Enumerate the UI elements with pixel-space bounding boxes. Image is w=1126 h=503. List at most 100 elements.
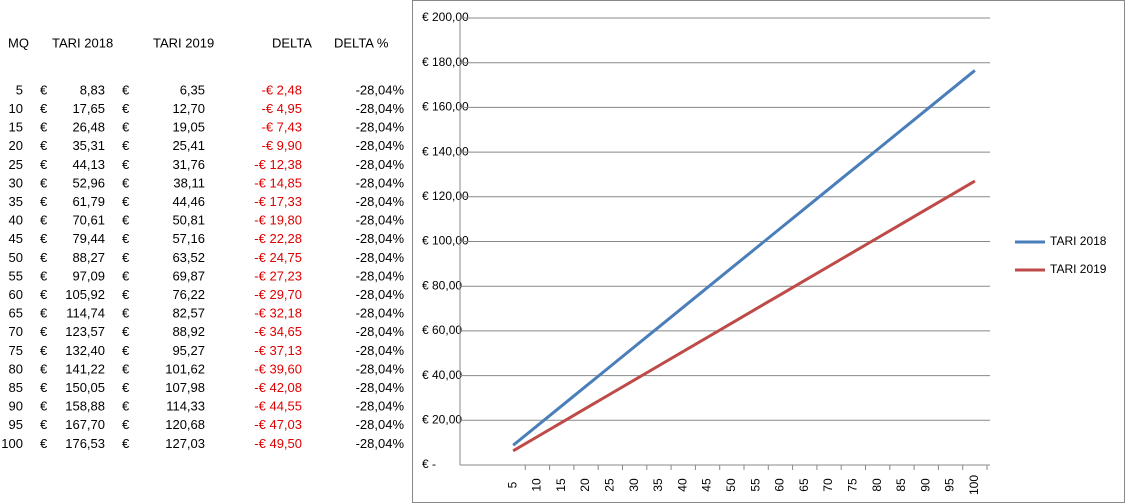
cell: 45 [9, 231, 23, 246]
cell: 52,96 [72, 175, 105, 190]
cell: -28,04% [356, 194, 405, 209]
cell: -28,04% [356, 213, 405, 228]
currency: € [40, 268, 48, 283]
cell: -€ 9,90 [262, 138, 302, 153]
currency: € [122, 82, 130, 97]
cell: -€ 17,33 [254, 194, 302, 209]
cell: 6,35 [180, 82, 205, 97]
cell: -28,04% [356, 306, 405, 321]
y-tick-label: € 200,00 [422, 10, 469, 24]
cell: 8,83 [80, 82, 105, 97]
cell: -€ 42,08 [254, 380, 302, 395]
currency: € [122, 324, 130, 339]
currency: € [40, 120, 48, 135]
currency: € [122, 101, 130, 116]
cell: -€ 49,50 [254, 436, 302, 451]
cell: 158,88 [65, 399, 105, 414]
series-line [512, 179, 976, 453]
currency: € [122, 306, 130, 321]
cell: -28,04% [356, 343, 405, 358]
currency: € [122, 157, 130, 172]
cell: -€ 22,28 [254, 231, 302, 246]
cell: -€ 2,48 [262, 82, 302, 97]
series-line [512, 69, 976, 447]
cell: 57,16 [172, 231, 205, 246]
cell: 30 [9, 175, 23, 190]
cell: -28,04% [356, 417, 405, 432]
currency: € [122, 120, 130, 135]
currency: € [122, 250, 130, 265]
cell: 85 [9, 380, 23, 395]
x-tick-label: 20 [578, 478, 592, 492]
currency: € [40, 436, 48, 451]
cell: 120,68 [165, 417, 205, 432]
y-tick-label: € 140,00 [422, 144, 469, 158]
legend-label: TARI 2019 [1050, 262, 1107, 276]
x-tick-label: 95 [943, 478, 957, 492]
cell: 80 [9, 361, 23, 376]
x-tick-label: 85 [894, 478, 908, 492]
cell: -€ 34,65 [254, 324, 302, 339]
x-tick-label: 65 [797, 478, 811, 492]
header-cell: DELTA [272, 35, 312, 50]
currency: € [122, 361, 130, 376]
currency: € [40, 138, 48, 153]
y-tick-label: € 160,00 [422, 100, 469, 114]
currency: € [40, 324, 48, 339]
cell: -€ 32,18 [254, 306, 302, 321]
cell: 167,70 [65, 417, 105, 432]
cell: 50,81 [172, 213, 205, 228]
y-tick-label: € 80,00 [422, 278, 462, 292]
cell: 70 [9, 324, 23, 339]
cell: 176,53 [65, 436, 105, 451]
cell: -€ 24,75 [254, 250, 302, 265]
header-cell: TARI 2018 [52, 35, 113, 50]
cell: 88,92 [172, 324, 205, 339]
cell: -28,04% [356, 436, 405, 451]
currency: € [122, 436, 130, 451]
cell: -28,04% [356, 175, 405, 190]
cell: 5 [16, 82, 23, 97]
currency: € [122, 138, 130, 153]
x-tick-label: 50 [724, 478, 738, 492]
cell: -28,04% [356, 324, 405, 339]
cell: 95 [9, 417, 23, 432]
cell: -28,04% [356, 101, 405, 116]
cell: 19,05 [172, 120, 205, 135]
currency: € [122, 380, 130, 395]
cell: -€ 47,03 [254, 417, 302, 432]
cell: -€ 29,70 [254, 287, 302, 302]
cell: -28,04% [356, 361, 405, 376]
cell: -28,04% [356, 399, 405, 414]
cell: -28,04% [356, 380, 405, 395]
cell: 114,33 [166, 399, 205, 414]
cell: 107,98 [165, 380, 205, 395]
x-tick-label: 90 [918, 478, 932, 492]
cell: 10 [9, 101, 23, 116]
cell: -28,04% [356, 157, 405, 172]
cell: 50 [9, 250, 23, 265]
legend-label: TARI 2018 [1050, 234, 1107, 248]
currency: € [40, 250, 48, 265]
cell: 60 [9, 287, 23, 302]
y-tick-label: € - [422, 457, 436, 471]
cell: 17,65 [72, 101, 105, 116]
currency: € [40, 306, 48, 321]
x-tick-label: 45 [700, 478, 714, 492]
cell: 25,41 [172, 138, 205, 153]
currency: € [40, 417, 48, 432]
x-tick-label: 30 [627, 478, 641, 492]
currency: € [40, 380, 48, 395]
x-tick-label: 70 [821, 478, 835, 492]
cell: 150,05 [65, 380, 105, 395]
chart-frame [412, 0, 1125, 503]
y-tick-label: € 40,00 [422, 368, 462, 382]
cell: -28,04% [356, 82, 405, 97]
header-cell: DELTA % [334, 35, 389, 50]
currency: € [122, 213, 130, 228]
cell: 38,11 [173, 175, 205, 190]
currency: € [122, 287, 130, 302]
currency: € [122, 194, 130, 209]
header-cell: TARI 2019 [153, 35, 214, 50]
cell: 44,46 [172, 194, 205, 209]
